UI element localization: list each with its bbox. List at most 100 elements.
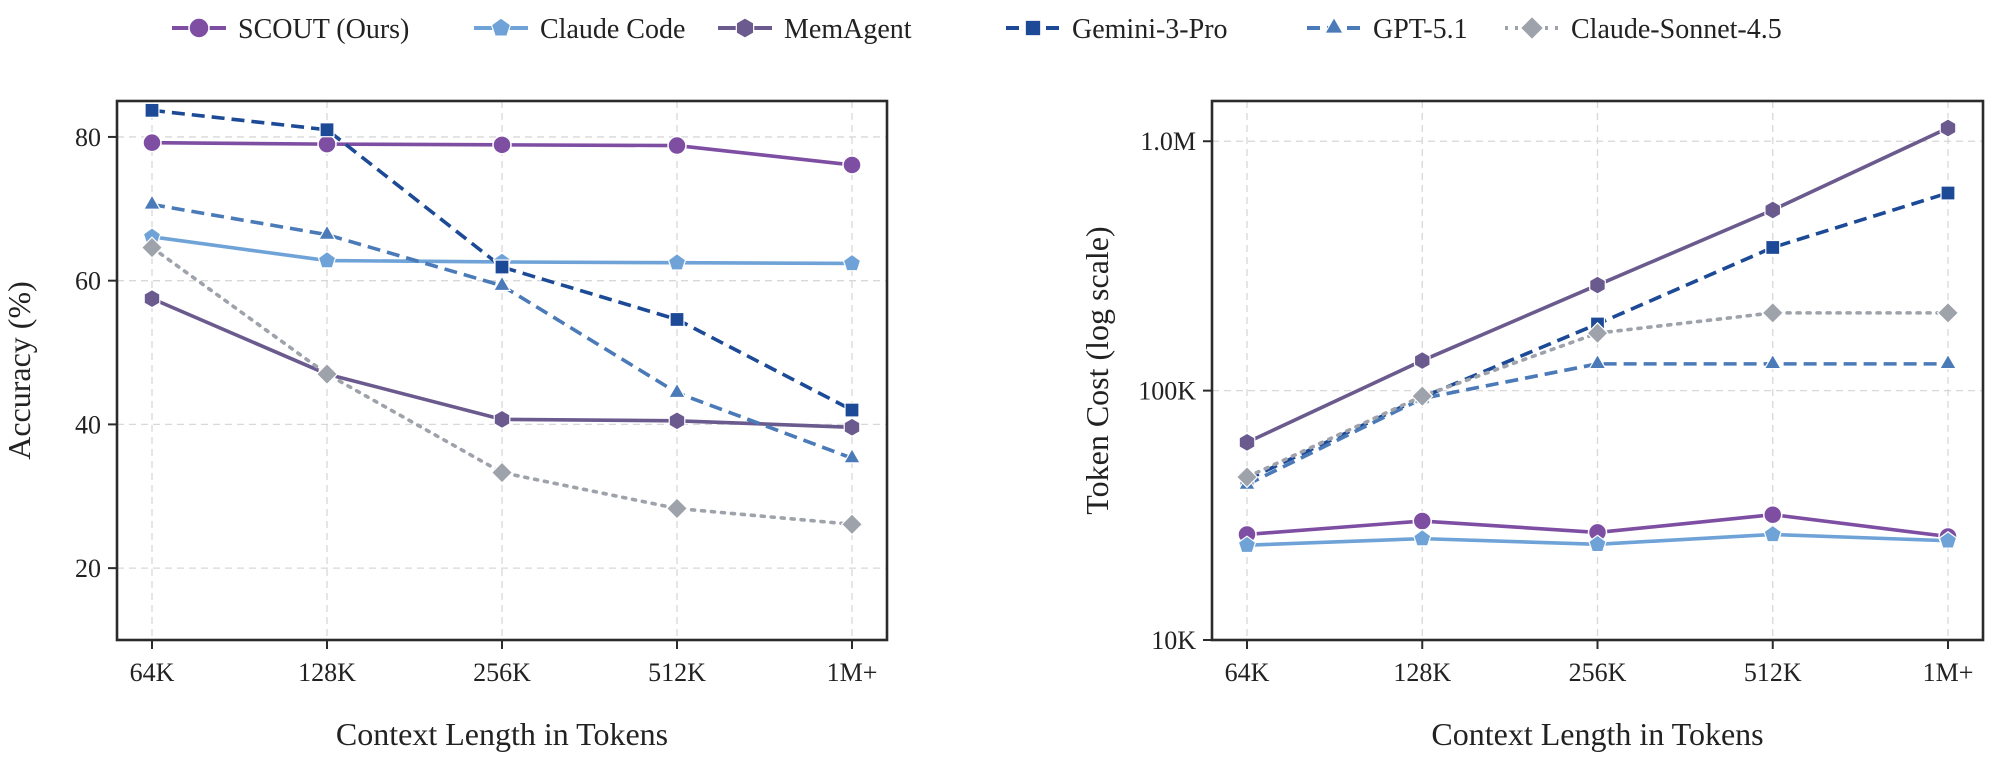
data-point-gemini-3-pro-64k [144,102,160,118]
y-axis-label: Accuracy (%) [1,281,37,460]
token-cost-chart: 64K 128K 256K 512K 1M+ 10K 100K 1.0M Context Len… [1079,99,1985,752]
data-point-gemini-3-pro-256k [494,259,510,275]
series-points-gpt-5-1 [1237,353,1958,490]
legend-marker-triangle [1323,16,1345,34]
x-axis-label: Context Length in Tokens [336,716,668,752]
data-point-gpt-5-1-64k [142,193,162,210]
x-tick-label: 256K [1569,658,1627,687]
data-point-scout-ours-512k [1763,504,1783,525]
data-point-gpt-5-1-512k [667,382,687,399]
data-point-scout-ours-64k [142,132,162,153]
data-point-gemini-3-pro-1m [844,402,860,418]
series-line-claude-sonnet-4-5 [150,245,854,527]
x-tick-label: 128K [298,658,356,687]
x-tick-label: 128K [1393,658,1451,687]
data-point-scout-ours-128k [1412,511,1432,531]
y-axis-label: Token Cost (log scale) [1079,226,1115,514]
data-point-scout-ours-256k [492,135,512,155]
y-tick-label: 60 [75,267,101,296]
data-point-claude-sonnet-4-5-512k [1761,301,1784,325]
data-point-claude-sonnet-4-5-64k [140,236,164,259]
series-points-claude-code [1237,524,1958,554]
series-line-gemini-3-pro [151,108,853,412]
data-point-claude-sonnet-4-5-64k [1235,465,1259,489]
data-point-scout-ours-1m [842,155,862,175]
y-tick-label: 10K [1151,626,1196,655]
x-tick-label: 64K [1225,658,1270,687]
series-points-gpt-5-1 [142,193,862,464]
x-tick-label: 512K [1744,658,1802,687]
legend-label: SCOUT (Ours) [238,14,409,45]
data-point-gpt-5-1-128k [317,224,337,240]
legend-item-claude-code: Claude Code [474,14,685,45]
x-tick-label: 256K [473,658,531,687]
legend-marker-hexagon [735,17,755,39]
data-point-claude-code-128k [317,250,337,269]
legend-item-gemini-3-pro: Gemini-3-Pro [1006,14,1228,45]
data-point-memagent-128k [1413,350,1431,371]
data-point-gpt-5-1-1m [842,447,862,464]
data-point-claude-sonnet-4-5-256k [490,461,514,484]
x-tick-label: 1M+ [827,658,878,687]
x-axis-label: Context Length in Tokens [1431,716,1763,752]
data-point-gemini-3-pro-512k [669,311,685,328]
data-point-memagent-512k [1764,200,1782,220]
data-point-memagent-1m [1939,118,1957,138]
data-point-claude-code-1m [842,253,862,272]
data-point-claude-code-64k [1237,535,1257,554]
x-tick-label: 1M+ [1923,658,1974,687]
data-point-gemini-3-pro-512k [1765,239,1781,256]
data-point-scout-ours-128k [317,134,337,154]
y-tick-label: 80 [75,123,101,152]
legend-marker-pentagon [490,17,512,37]
data-point-claude-code-512k [667,252,687,271]
series-points-scout-ours [142,132,862,175]
series-line-gpt-5-1 [151,202,853,460]
legend-item-claude-sonnet-4-5: Claude-Sonnet-4.5 [1505,14,1782,45]
data-point-claude-sonnet-4-5-128k [315,362,339,386]
data-point-claude-sonnet-4-5-1m [1936,301,1960,325]
data-point-gpt-5-1-1m [1938,353,1958,370]
data-point-claude-code-256k [1588,534,1607,553]
x-tick-label: 512K [648,658,706,687]
series-points-gemini-3-pro [144,102,860,418]
data-point-memagent-256k [493,409,511,430]
legend-label: MemAgent [784,14,912,45]
data-point-scout-ours-512k [667,135,687,156]
series-line-gpt-5-1 [1246,362,1948,487]
data-point-memagent-64k [1238,432,1256,453]
data-point-gemini-3-pro-128k [319,122,335,138]
legend-item-memagent: MemAgent [718,14,912,45]
data-point-claude-sonnet-4-5-512k [665,497,689,520]
data-point-memagent-512k [668,411,686,431]
data-point-memagent-64k [143,288,161,309]
y-tick-label: 20 [75,554,101,583]
series-group [1235,118,1960,554]
gridlines [117,101,887,640]
data-point-claude-sonnet-4-5-1m [840,513,864,536]
data-point-claude-code-512k [1763,524,1783,543]
accuracy-chart: 64K 128K 256K 512K 1M+ 20 40 60 80 Context Length… [1,99,889,752]
series-points-claude-sonnet-4-5 [1235,301,1960,489]
data-point-gpt-5-1-256k [1588,353,1607,370]
legend-label: GPT-5.1 [1373,14,1468,45]
series-points-claude-sonnet-4-5 [140,236,864,536]
gridlines [1212,101,1983,641]
legend-item-scout-ours: SCOUT (Ours) [172,14,409,45]
legend-label: Claude Code [540,14,685,45]
y-tick-label: 40 [75,410,101,439]
x-tick-label: 64K [130,658,175,687]
data-point-claude-sonnet-4-5-256k [1586,321,1609,345]
data-point-claude-code-128k [1412,528,1432,547]
legend-label: Claude-Sonnet-4.5 [1571,14,1782,45]
legend-label: Gemini-3-Pro [1072,14,1228,45]
data-point-gemini-3-pro-1m [1940,185,1956,201]
data-point-claude-code-1m [1938,531,1958,549]
legend-marker-square [1024,19,1042,37]
series-points-memagent [1238,118,1957,453]
series-group [140,102,864,536]
legend-item-gpt-5-1: GPT-5.1 [1307,14,1468,45]
data-point-claude-sonnet-4-5-128k [1411,384,1434,408]
legend: SCOUT (Ours) Claude Code MemAgent Gemini-3-… [172,14,1782,45]
